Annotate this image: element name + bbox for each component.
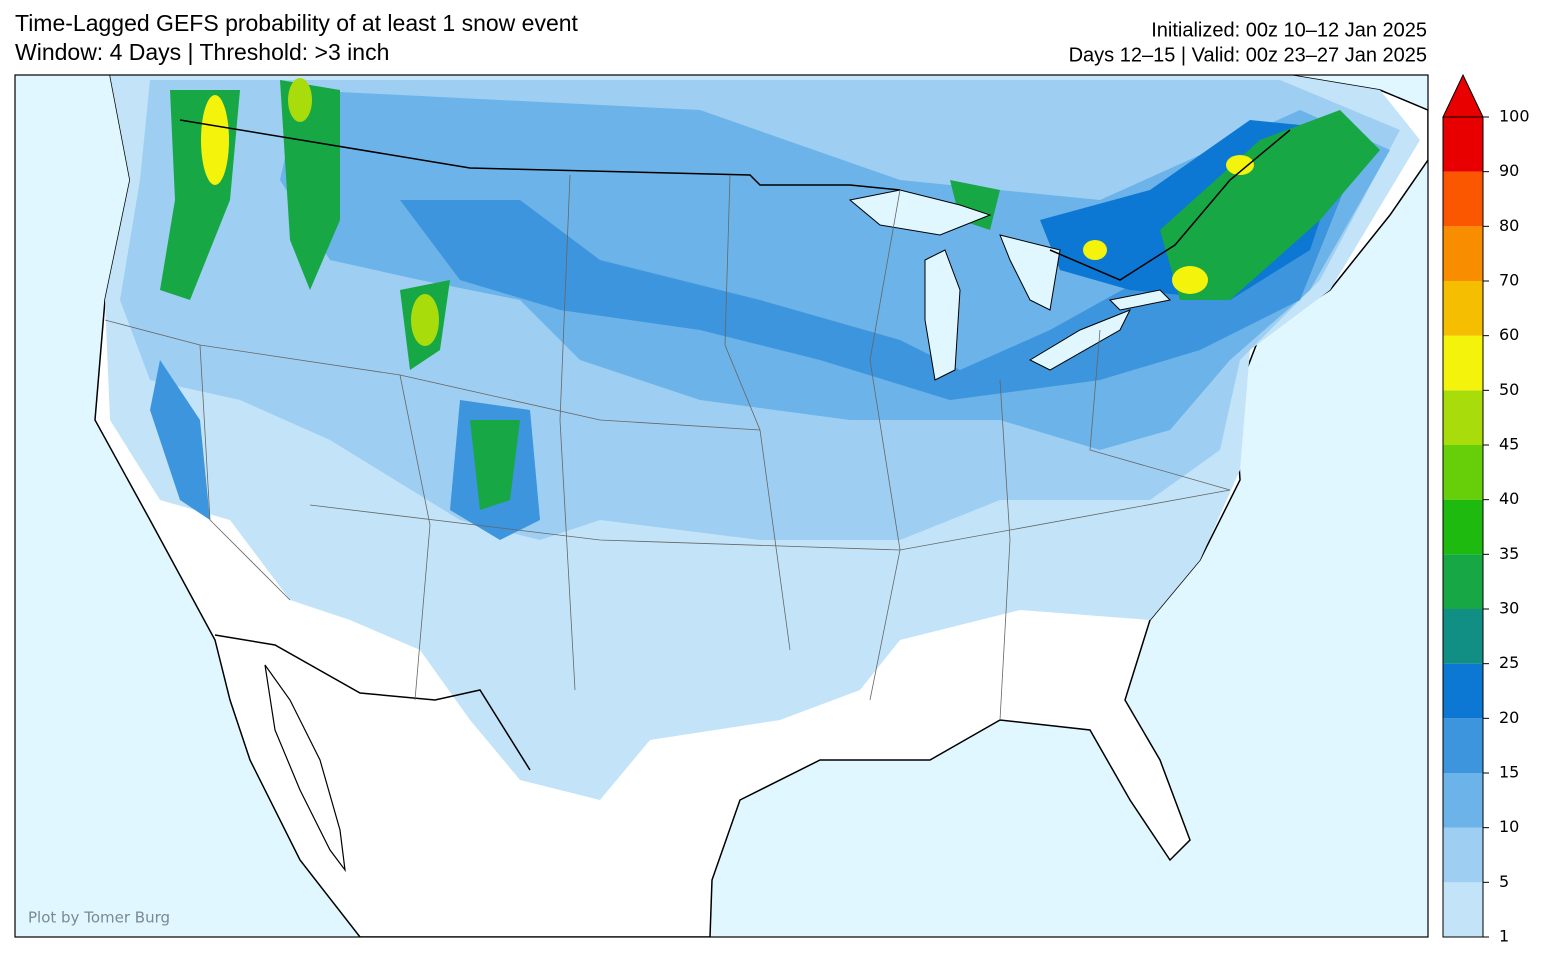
colorbar-label: 25 bbox=[1499, 653, 1519, 672]
colorbar-segment bbox=[1443, 117, 1483, 172]
snow-max bbox=[1172, 266, 1208, 294]
lake bbox=[1108, 289, 1172, 311]
snow-area bbox=[280, 80, 340, 290]
colorbar-label: 1 bbox=[1499, 927, 1509, 946]
colorbar-segment bbox=[1443, 445, 1483, 500]
colorbar-label: 45 bbox=[1499, 435, 1519, 454]
border bbox=[214, 634, 531, 771]
border bbox=[1049, 129, 1291, 281]
colorbar-segment bbox=[1443, 171, 1483, 227]
colorbar-label: 100 bbox=[1499, 107, 1530, 126]
colorbar-label: 20 bbox=[1499, 708, 1519, 727]
colorbar-label: 15 bbox=[1499, 763, 1519, 782]
info-line: Initialized: 00z 10–12 Jan 2025 bbox=[1151, 19, 1427, 41]
colorbar-label: 50 bbox=[1499, 380, 1519, 399]
snow-max bbox=[411, 294, 439, 346]
colorbar-label: 5 bbox=[1499, 872, 1509, 891]
baja bbox=[264, 664, 346, 873]
colorbar-label: 80 bbox=[1499, 216, 1519, 235]
colorbar-label: 40 bbox=[1499, 489, 1519, 508]
colorbar-segment bbox=[1443, 226, 1483, 281]
snow-area bbox=[150, 360, 210, 520]
info-line: Days 12–15 | Valid: 00z 23–27 Jan 2025 bbox=[1069, 44, 1427, 66]
colorbar-label: 35 bbox=[1499, 544, 1519, 563]
colorbar-segment bbox=[1443, 390, 1483, 445]
lake bbox=[1028, 309, 1132, 371]
colorbar-segment bbox=[1443, 882, 1483, 937]
colorbar-segment bbox=[1443, 281, 1483, 336]
colorbar-label: 60 bbox=[1499, 325, 1519, 344]
snow-max bbox=[1083, 240, 1107, 260]
snow-max bbox=[288, 78, 312, 122]
colorbar-label: 10 bbox=[1499, 817, 1519, 836]
snow-area bbox=[400, 150, 1360, 400]
colorbar-segment bbox=[1443, 609, 1483, 664]
colorbar-label: 70 bbox=[1499, 271, 1519, 290]
colorbar-label: 30 bbox=[1499, 599, 1519, 618]
map: Plot by Tomer Burg bbox=[14, 74, 1429, 938]
map-frame bbox=[14, 74, 1429, 938]
colorbar-label: 90 bbox=[1499, 161, 1519, 180]
snow-max bbox=[1226, 155, 1254, 175]
lake bbox=[924, 249, 961, 381]
colorbar-frame bbox=[1442, 117, 1484, 938]
colorbar-segment bbox=[1443, 718, 1483, 773]
colorbar-segment bbox=[1443, 499, 1483, 555]
snow-max bbox=[201, 95, 229, 185]
credit: Plot by Tomer Burg bbox=[28, 909, 170, 927]
state-lines bbox=[104, 174, 1231, 721]
colorbar-segment bbox=[1443, 335, 1483, 391]
snow-area bbox=[1160, 110, 1380, 300]
colorbar-segment bbox=[1443, 827, 1483, 883]
colorbar-segment bbox=[1443, 663, 1483, 719]
title: Time-Lagged GEFS probability of at least… bbox=[15, 10, 579, 36]
colorbar-extend bbox=[1442, 73, 1484, 118]
lake bbox=[999, 234, 1061, 311]
subtitle: Window: 4 Days | Threshold: >3 inch bbox=[15, 39, 389, 65]
colorbar-segment bbox=[1443, 773, 1483, 828]
border bbox=[179, 119, 901, 191]
colorbar-segment bbox=[1443, 554, 1483, 609]
snow-area bbox=[470, 420, 520, 510]
